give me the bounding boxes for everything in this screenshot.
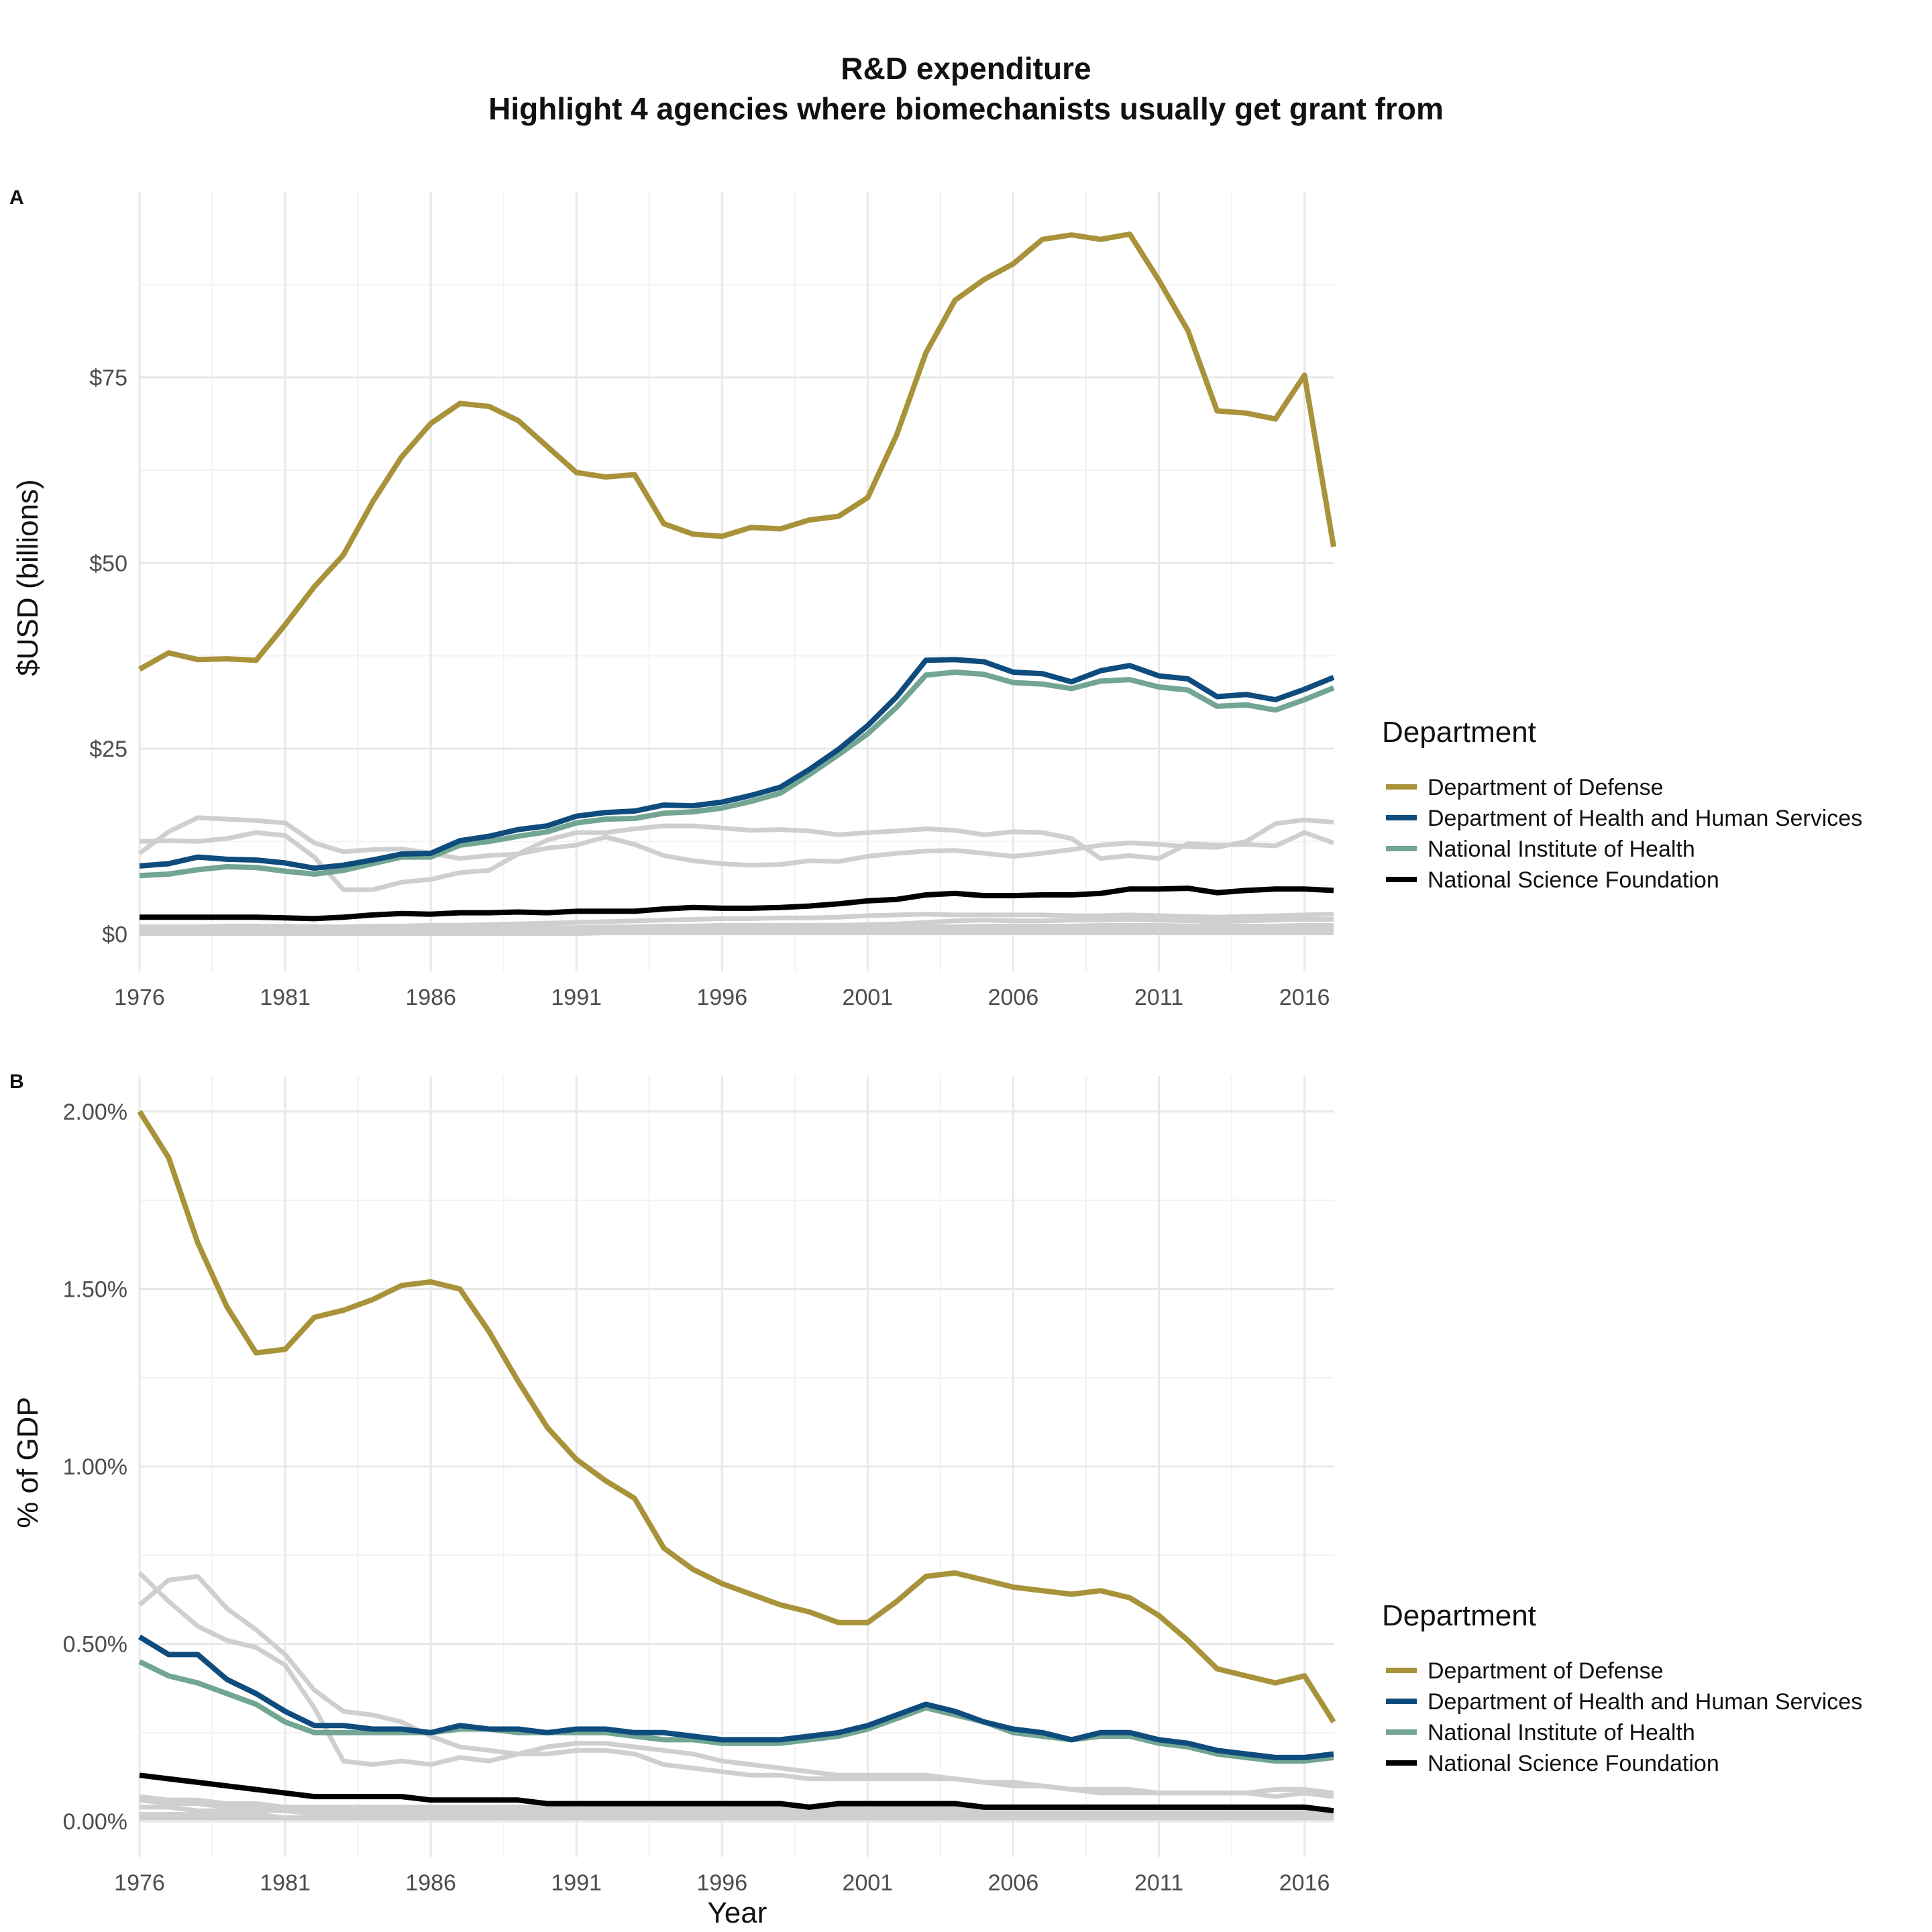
x-tick-label: 1996 bbox=[696, 985, 747, 1010]
other-agency-line bbox=[139, 1797, 1334, 1813]
legend-label: National Institute of Health bbox=[1428, 837, 1695, 862]
y-tick-label: 1.50% bbox=[63, 1277, 127, 1302]
x-tick-label: 2011 bbox=[1134, 985, 1183, 1010]
series-line-national-science-foundation bbox=[139, 1772, 1334, 1814]
y-tick-label: $50 bbox=[89, 551, 127, 576]
panel-b-legend: Department Department of Defense Departmen… bbox=[1382, 1599, 1862, 1776]
panel-b-y-tick-labels: 0.00% 0.50% 1.00% 1.50% 2.00% bbox=[63, 1099, 127, 1835]
chart-title-line2: Highlight 4 agencies where biomechanists… bbox=[488, 91, 1444, 126]
panel-a-tag: A bbox=[9, 186, 24, 209]
x-tick-label: 2016 bbox=[1279, 985, 1330, 1010]
legend-title: Department bbox=[1382, 716, 1536, 749]
series-line-national-science-foundation bbox=[140, 885, 1334, 922]
panel-b-y-axis-title: % of GDP bbox=[11, 1397, 44, 1528]
legend-label: National Science Foundation bbox=[1428, 1751, 1719, 1776]
x-tick-label: 2001 bbox=[843, 985, 894, 1010]
panel-b-x-tick-labels: 1976 1981 1986 1991 1996 2001 2006 2011 2016 bbox=[114, 1870, 1330, 1896]
x-tick-label: 1976 bbox=[114, 985, 165, 1010]
other-agency-line bbox=[138, 815, 1334, 868]
x-tick-label: 2001 bbox=[843, 1870, 894, 1896]
series-line-department-of-defense bbox=[138, 231, 1336, 672]
series-line-department-of-defense bbox=[137, 1110, 1336, 1724]
other-agency-line bbox=[140, 930, 1334, 936]
x-tick-label: 1991 bbox=[551, 1870, 602, 1896]
other-agency-line bbox=[138, 1574, 1334, 1796]
x-tick-label: 1976 bbox=[114, 1870, 165, 1896]
y-tick-label: $75 bbox=[89, 366, 127, 391]
panel-a: A $0 $25 $50 $75 1976 1981 1986 1991 1996 2001 20… bbox=[9, 186, 1862, 1010]
legend-label: Department of Defense bbox=[1428, 775, 1664, 800]
panel-a-series bbox=[138, 231, 1336, 936]
panel-b: B 0.00% 0.50% 1.00% 1.50% 2.00% 1976 1981 1986… bbox=[9, 1071, 1862, 1896]
x-axis-title: Year bbox=[708, 1896, 767, 1929]
x-tick-label: 1986 bbox=[405, 985, 456, 1010]
panel-b-tag: B bbox=[9, 1071, 24, 1093]
y-tick-label: 0.00% bbox=[63, 1809, 127, 1835]
x-tick-label: 1996 bbox=[696, 1870, 747, 1896]
panel-a-y-tick-labels: $0 $25 $50 $75 bbox=[89, 366, 127, 948]
x-tick-label: 1981 bbox=[260, 985, 311, 1010]
series-line-national-institute-of-health bbox=[139, 669, 1335, 879]
legend-label: National Science Foundation bbox=[1428, 867, 1719, 893]
other-agency-line bbox=[138, 1571, 1334, 1799]
y-tick-label: 2.00% bbox=[63, 1099, 127, 1125]
series-line-national-institute-of-health bbox=[138, 1659, 1334, 1764]
x-tick-label: 1991 bbox=[551, 985, 602, 1010]
x-tick-label: 2006 bbox=[988, 1870, 1039, 1896]
y-tick-label: $25 bbox=[89, 737, 127, 762]
y-tick-label: 1.00% bbox=[63, 1454, 127, 1480]
series-line-department-of-health-and-human-services bbox=[138, 1634, 1334, 1760]
legend-label: Department of Health and Human Services bbox=[1428, 1689, 1862, 1715]
legend-title: Department bbox=[1382, 1599, 1536, 1632]
x-tick-label: 1986 bbox=[405, 1870, 456, 1896]
other-agency-line bbox=[139, 823, 1335, 892]
legend-label: National Institute of Health bbox=[1428, 1720, 1695, 1746]
chart-title-line1: R&D expenditure bbox=[841, 51, 1091, 86]
x-tick-label: 2011 bbox=[1134, 1870, 1183, 1896]
x-tick-label: 1981 bbox=[260, 1870, 311, 1896]
legend-label: Department of Defense bbox=[1428, 1658, 1664, 1684]
y-tick-label: $0 bbox=[102, 922, 127, 948]
panel-a-legend: Department Department of Defense Departmen… bbox=[1382, 716, 1862, 893]
x-tick-label: 2006 bbox=[988, 985, 1039, 1010]
y-tick-label: 0.50% bbox=[63, 1632, 127, 1658]
other-agency-line bbox=[140, 1805, 1334, 1817]
x-tick-label: 2016 bbox=[1279, 1870, 1330, 1896]
panel-a-x-tick-labels: 1976 1981 1986 1991 1996 2001 2006 2011 2016 bbox=[114, 985, 1330, 1010]
series-line-department-of-health-and-human-services bbox=[139, 657, 1335, 871]
legend-label: Department of Health and Human Services bbox=[1428, 806, 1862, 831]
panel-a-y-axis-title: $USD (billions) bbox=[11, 479, 44, 676]
panel-b-series bbox=[137, 1110, 1336, 1821]
